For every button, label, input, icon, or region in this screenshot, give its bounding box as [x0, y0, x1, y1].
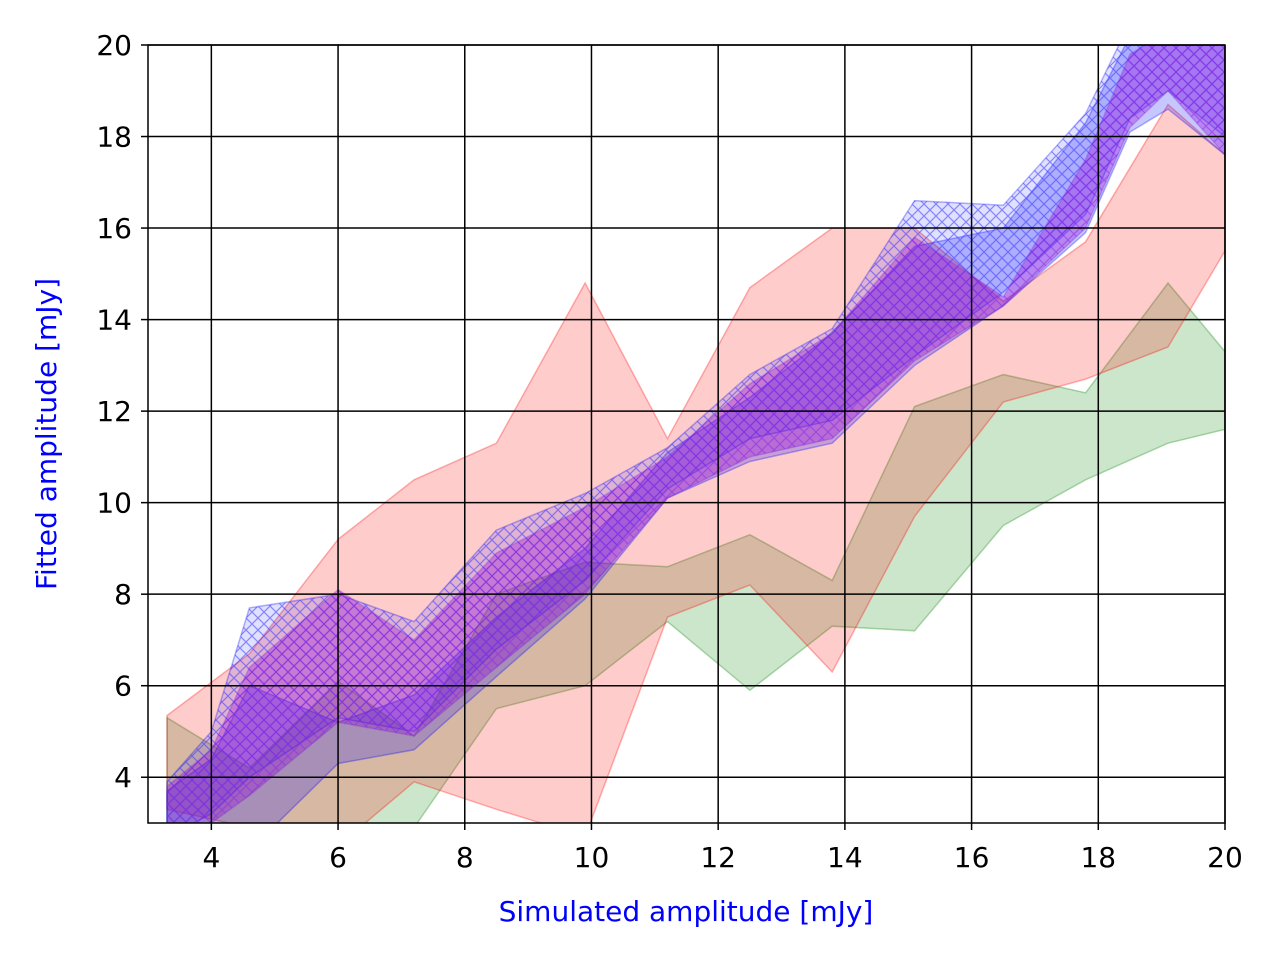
x-tick-label: 6: [329, 841, 347, 874]
x-tick-label: 18: [1080, 841, 1116, 874]
x-axis-title: Simulated amplitude [mJy]: [499, 895, 874, 928]
plot-frame: [147, 44, 1226, 824]
bands-layer: [166, 45, 1225, 823]
y-tick-label: 6: [114, 670, 132, 703]
y-tick-label: 14: [96, 304, 132, 337]
y-tick-label: 10: [96, 487, 132, 520]
x-tick-label: 4: [202, 841, 220, 874]
x-tick-label: 14: [827, 841, 863, 874]
ticks-layer: 4 6 8 10 12 14 16 18 20 4 6 8 10 12 14 16 18 20: [96, 29, 1242, 874]
x-tick-label: 16: [954, 841, 990, 874]
y-tick-label: 18: [96, 121, 132, 154]
y-axis-title: Fitted amplitude [mJy]: [30, 278, 63, 590]
band-hatch-purple-4: [167, 45, 1225, 823]
y-tick-label: 20: [96, 29, 132, 62]
x-tick-label: 8: [456, 841, 474, 874]
y-tick-label: 16: [96, 212, 132, 245]
y-tick-label: 8: [114, 578, 132, 611]
x-tick-label: 10: [574, 841, 610, 874]
x-tick-label: 12: [700, 841, 736, 874]
y-tick-label: 4: [114, 761, 132, 794]
x-tick-label: 20: [1207, 841, 1243, 874]
y-tick-label: 12: [96, 395, 132, 428]
